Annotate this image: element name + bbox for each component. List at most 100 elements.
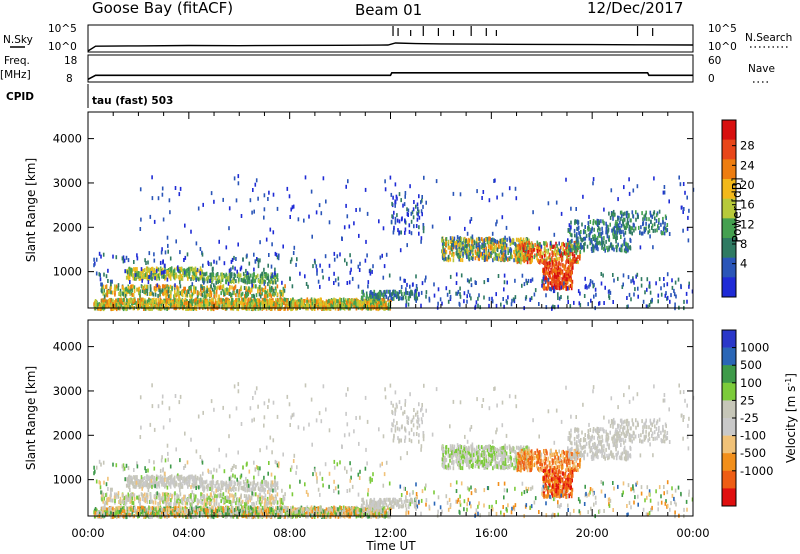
power-echo-cell [117, 286, 119, 291]
power-echo-cell [652, 245, 654, 250]
power-echo-cell [322, 275, 324, 280]
power-echo-cell [116, 302, 119, 307]
power-echo-cell [641, 211, 643, 216]
power-echo-cell [276, 206, 279, 211]
power-echo-cell [179, 186, 182, 191]
power-echo-cell [514, 253, 516, 258]
power-echo-cell [403, 278, 405, 283]
power-echo-cell [227, 300, 229, 305]
power-echo-cell [222, 300, 225, 305]
power-echo-cell [367, 284, 369, 289]
power-echo-cell [98, 272, 101, 277]
power-echo-cell [596, 241, 598, 246]
freq-unit: [MHz] [0, 69, 31, 81]
power-echo-cell [441, 238, 443, 243]
power-echo-cell [501, 215, 504, 220]
power-echo-cell [233, 279, 235, 284]
power-echo-cell [608, 295, 611, 300]
power-echo-cell [511, 298, 513, 303]
power-echo-cell [640, 277, 643, 282]
power-echo-cell [227, 281, 230, 286]
power-echo-cell [193, 285, 195, 290]
power-echo-cell [345, 184, 347, 189]
power-echo-cell [121, 256, 124, 261]
power-echo-cell [632, 278, 634, 283]
power-echo-cell [605, 229, 608, 234]
power-echo-cell [576, 219, 579, 224]
power-echo-cell [246, 301, 248, 306]
power-echo-cell [673, 288, 675, 293]
power-echo-cell [452, 253, 455, 258]
power-echo-cell [268, 253, 270, 257]
power-echo-cell [590, 298, 592, 303]
power-echo-cell [103, 272, 105, 277]
power-echo-cell [592, 284, 595, 289]
power-echo-cell [543, 246, 546, 251]
power-echo-cell [470, 283, 473, 288]
power-echo-cell [235, 257, 237, 261]
power-echo-cell [154, 292, 157, 297]
power-echo-cell [501, 192, 504, 197]
power-echo-cell [185, 301, 188, 306]
power-echo-cell [263, 207, 266, 212]
power-echo-cell [678, 175, 680, 180]
power-echo-cell [240, 292, 243, 297]
power-echo-cell [200, 303, 203, 308]
power-echo-cell [248, 286, 250, 291]
power-echo-cell [166, 235, 169, 240]
power-echo-cell [405, 303, 407, 308]
power-echo-cell [466, 231, 469, 236]
power-echo-cell [601, 245, 603, 250]
power-echo-cell [179, 250, 181, 255]
power-echo-cell [253, 294, 255, 299]
power-echo-cell [127, 274, 130, 278]
power-echo-cell [421, 281, 424, 286]
power-echo-cell [394, 289, 397, 294]
power-echo-cell [655, 218, 658, 223]
power-echo-cell [267, 276, 269, 281]
power-echo-cell [353, 221, 355, 226]
power-echo-cell [366, 211, 369, 216]
power-echo-cell [452, 191, 455, 196]
power-echo-cell [169, 267, 172, 272]
power-echo-cell [106, 289, 109, 294]
power-echo-cell [684, 190, 686, 195]
power-echo-cell [183, 270, 186, 275]
power-echo-cell [494, 239, 496, 243]
power-echo-cell [653, 210, 656, 215]
power-echo-cell [523, 259, 526, 264]
power-echo-cell [674, 302, 676, 307]
power-echo-cell [627, 221, 629, 226]
power-echo-cell [567, 238, 569, 243]
power-echo-cell [394, 203, 396, 208]
power-echo-cell [231, 285, 233, 290]
power-echo-cell [521, 273, 524, 278]
nave-label: Nave [748, 63, 775, 75]
power-echo-cell [254, 278, 257, 283]
power-echo-cell [361, 289, 363, 294]
power-echo-cell [254, 306, 257, 311]
power-echo-cell [176, 274, 178, 279]
power-echo-cell [553, 263, 555, 268]
power-echo-cell [206, 300, 208, 305]
power-echo-cell [666, 223, 669, 227]
power-echo-cell [399, 276, 402, 281]
power-echo-cell [125, 298, 128, 303]
power-echo-cell [184, 293, 187, 298]
power-echo-cell [393, 225, 395, 230]
power-echo-cell [167, 289, 170, 294]
power-echo-cell [390, 296, 393, 301]
power-echo-cell [280, 292, 283, 297]
power-echo-cell [612, 273, 614, 277]
power-echo-cell [405, 287, 407, 292]
power-echo-cell [493, 256, 495, 261]
power-echo-cell [506, 237, 508, 242]
power-echo-cell [584, 225, 586, 229]
power-echo-cell [566, 277, 568, 282]
power-echo-cell [573, 254, 576, 259]
power-echo-cell [148, 298, 150, 303]
power-echo-cell [165, 303, 167, 308]
power-echo-cell [460, 247, 463, 252]
power-echo-cell [108, 290, 110, 295]
